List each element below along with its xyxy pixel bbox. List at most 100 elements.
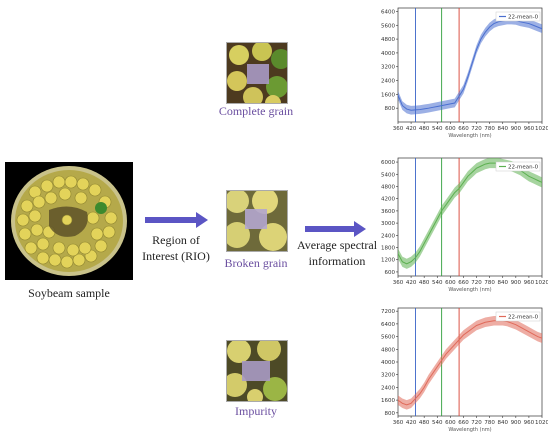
series-band [398,315,542,410]
soybean-sample-caption: Soybeam sample [28,286,110,300]
x-tick-label: 1020 [535,280,548,286]
x-tick-label: 720 [471,280,482,286]
y-tick-label: 1800 [381,246,395,252]
y-tick-label: 2400 [381,385,395,391]
broken-grain-graphic [227,191,287,251]
series-line [397,320,543,406]
x-tick-label: 780 [484,420,495,426]
plot-frame [397,7,543,123]
y-tick-label: 4800 [381,184,395,190]
legend-label: 22-mean-0 [508,315,539,321]
x-tick-label: 600 [445,420,456,426]
y-tick-label: 6000 [381,160,395,166]
average-caption-line1: Average spectral [296,238,378,252]
arrow-to-spectra-head [354,221,366,237]
legend-box [495,161,541,172]
y-tick-label: 4000 [381,51,395,57]
impurity-image [226,340,288,402]
x-tick-label: 420 [406,420,417,426]
average-caption-line2: information [308,254,366,268]
y-tick-label: 800 [385,411,396,417]
soybean-sample-graphic [11,166,127,276]
y-tick-label: 3600 [381,209,395,215]
x-tick-label: 420 [406,126,417,132]
x-axis-label: Wavelength (nm) [448,427,491,433]
y-tick-label: 2400 [381,233,395,239]
legend-label: 22-mean-0 [508,15,539,21]
x-tick-label: 900 [511,420,522,426]
spectrum-chart-impurity: 800 1600 2400 3200 4000 4800 5600 6400 7200 360 42… [381,307,548,433]
x-tick-label: 420 [406,280,417,286]
x-tick-label: 540 [432,126,443,132]
x-tick-label: 840 [497,126,508,132]
x-tick-label: 480 [419,280,430,286]
x-tick-label: 660 [458,126,469,132]
x-tick-label: 900 [511,280,522,286]
x-tick-label: 720 [471,420,482,426]
x-tick-label: 960 [524,126,535,132]
y-tick-label: 5400 [381,172,395,178]
x-axis-label: Wavelength (nm) [448,287,491,293]
impurity-caption: Impurity [235,404,277,418]
spectrum-chart-complete: 800 1600 2400 3200 4000 4800 5600 6400 360 420 480… [381,7,548,139]
x-tick-label: 540 [432,420,443,426]
complete-grain-graphic [227,43,287,103]
y-tick-label: 800 [385,106,396,112]
roi-caption-line2: Interest (RIO) [142,249,210,263]
x-tick-label: 960 [524,420,535,426]
broken-grain-caption: Broken grain [224,256,288,270]
y-tick-label: 4000 [381,360,395,366]
x-tick-label: 780 [484,126,495,132]
x-tick-label: 480 [419,420,430,426]
spectrum-chart-broken: 600 1200 1800 2400 3000 3600 4200 4800 5400 6000 3… [381,157,548,293]
x-tick-label: 900 [511,126,522,132]
x-tick-label: 840 [497,420,508,426]
complete-grain-image [226,42,288,104]
y-tick-label: 3200 [381,65,395,71]
y-tick-label: 5600 [381,335,395,341]
x-tick-label: 660 [458,420,469,426]
complete-grain-caption: Complete grain [218,104,294,118]
y-tick-label: 6400 [381,9,395,15]
x-tick-label: 540 [432,280,443,286]
arrow-to-spectra-shaft [305,226,355,232]
y-tick-label: 1200 [381,258,395,264]
x-tick-label: 1020 [535,420,548,426]
broken-grain-image [226,190,288,252]
y-tick-label: 1600 [381,92,395,98]
x-axis-label: Wavelength (nm) [448,133,491,139]
x-tick-label: 600 [445,126,456,132]
legend-box [495,11,541,22]
series-band [398,158,542,269]
y-tick-label: 6400 [381,322,395,328]
y-tick-label: 2400 [381,79,395,85]
x-tick-label: 360 [393,280,404,286]
x-tick-label: 480 [419,126,430,132]
arrow-to-roi-shaft [145,217,197,223]
impurity-graphic [227,341,287,401]
x-tick-label: 600 [445,280,456,286]
soybean-sample-image [5,162,133,280]
y-tick-label: 1600 [381,398,395,404]
y-tick-label: 4800 [381,347,395,353]
series-band [398,15,542,115]
y-tick-label: 7200 [381,309,395,315]
x-tick-label: 780 [484,280,495,286]
roi-caption-line1: Region of [152,233,200,247]
x-tick-label: 360 [393,126,404,132]
y-tick-label: 600 [385,270,396,276]
x-tick-label: 360 [393,420,404,426]
y-tick-label: 3200 [381,373,395,379]
x-tick-label: 840 [497,280,508,286]
legend-box [495,311,541,322]
y-tick-label: 4200 [381,197,395,203]
arrow-to-roi-head [196,212,208,228]
legend-label: 22-mean-0 [508,165,539,171]
x-tick-label: 960 [524,280,535,286]
y-tick-label: 3000 [381,221,395,227]
y-tick-label: 4800 [381,37,395,43]
x-tick-label: 720 [471,126,482,132]
y-tick-label: 5600 [381,23,395,29]
x-tick-label: 660 [458,280,469,286]
x-tick-label: 1020 [535,126,548,132]
